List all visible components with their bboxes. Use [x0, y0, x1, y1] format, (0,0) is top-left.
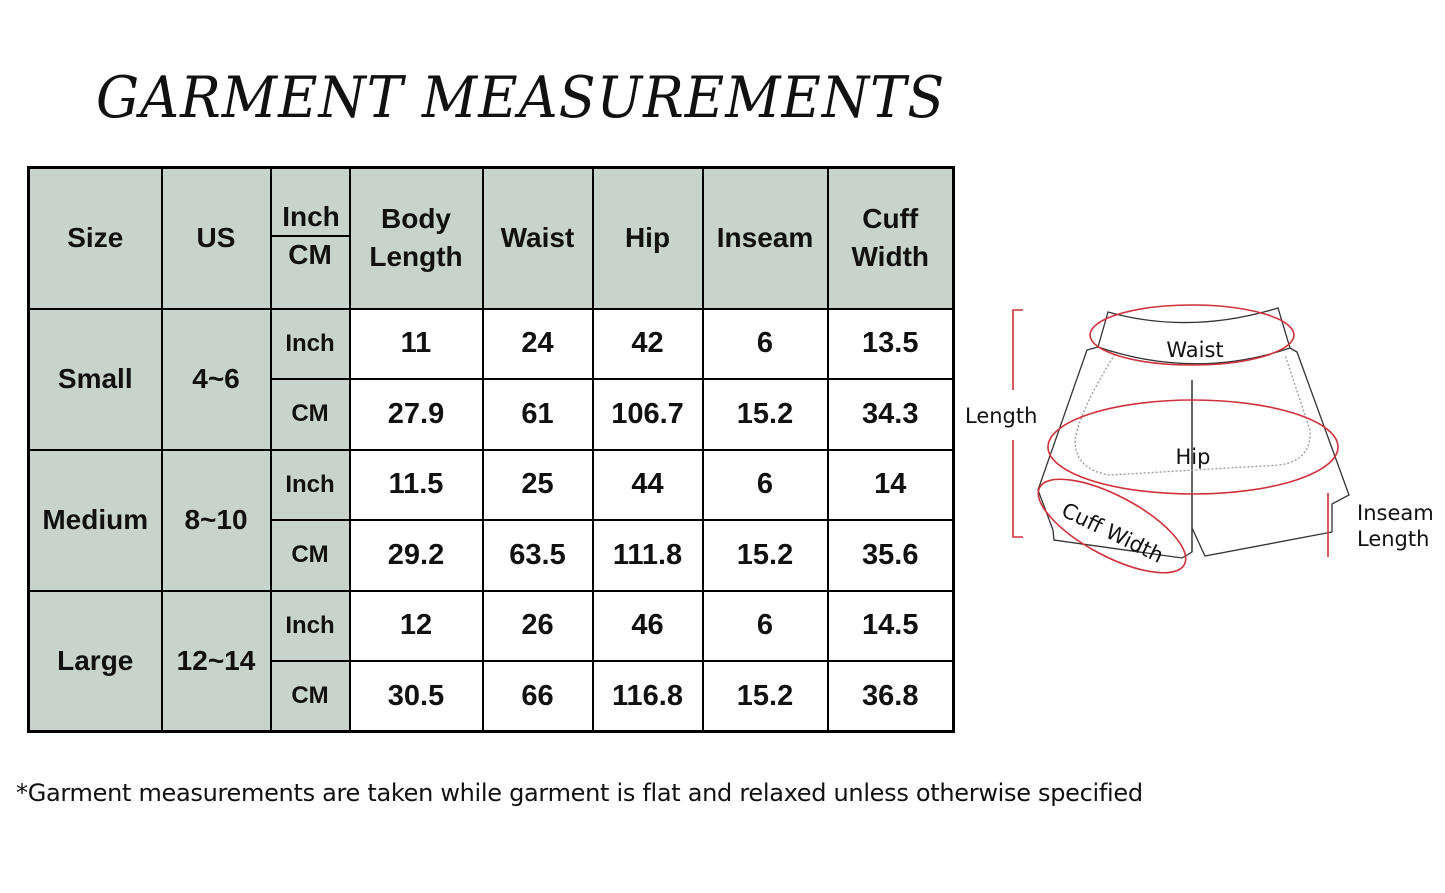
- measurement-cell: 29.2: [348, 519, 484, 592]
- measurement-cell: 35.6: [826, 519, 955, 592]
- measurement-cell: 26: [481, 589, 594, 662]
- measurement-cell: 63.5: [481, 519, 594, 592]
- measurement-cell: 12: [348, 589, 484, 662]
- table-row: CM 27.9 61 106.7 15.2 34.3: [29, 378, 955, 451]
- waist-label: Waist: [1166, 338, 1223, 362]
- measurement-cell: 15.2: [701, 660, 829, 733]
- measurement-cell: 6: [701, 448, 829, 521]
- unit-cell: CM: [269, 519, 351, 592]
- shorts-measurement-diagram: Waist Hip Length Cuff Width Inseam Lengt…: [965, 304, 1434, 574]
- inseam-label: Inseam: [1357, 501, 1434, 525]
- measurement-cell: 15.2: [701, 519, 829, 592]
- table-row: Large 12~14 Inch 12 26 46 6 14.5: [27, 589, 955, 733]
- measurement-cell: 34.3: [826, 378, 955, 451]
- us-size-cell: 12~14: [160, 589, 272, 733]
- unit-cell: CM: [269, 378, 351, 451]
- header-cuff-width-line1: Cuff: [862, 203, 919, 235]
- unit-cell: Inch: [269, 448, 351, 521]
- measurement-cell: 25: [481, 448, 594, 521]
- header-cuff-width-line2: Width: [851, 241, 930, 273]
- size-chart-table: Size US Inch CM Body Length Waist Hip In…: [27, 166, 955, 733]
- unit-cell: CM: [269, 660, 351, 733]
- header-unit-inch: Inch: [271, 199, 351, 237]
- measurement-cell: 27.9: [348, 378, 484, 451]
- measurement-cell: 61: [481, 378, 594, 451]
- header-unit-cm: CM: [288, 239, 332, 270]
- table-row: Small 4~6 Inch 11 24 42 6 13.5: [27, 307, 955, 451]
- table-row: CM 30.5 66 116.8 15.2 36.8: [29, 660, 955, 733]
- header-row: Size US Inch CM Body Length Waist Hip In…: [27, 166, 955, 310]
- measurement-cell: 6: [701, 307, 829, 380]
- header-waist: Waist: [481, 166, 594, 310]
- hip-ellipse: [1047, 399, 1339, 495]
- measurement-cell: 15.2: [701, 378, 829, 451]
- size-cell: Medium: [27, 448, 163, 592]
- hip-label: Hip: [1176, 445, 1211, 469]
- header-cuff-width: Cuff Width: [826, 166, 955, 310]
- measurement-cell: 6: [701, 589, 829, 662]
- measurement-cell: 42: [591, 307, 704, 380]
- waist-ellipse: [1089, 304, 1295, 366]
- length-bracket: [1012, 309, 1023, 538]
- unit-cell: Inch: [269, 307, 351, 380]
- measurement-cell: 11: [348, 307, 484, 380]
- size-cell: Small: [27, 307, 163, 451]
- measurement-cell: 66: [481, 660, 594, 733]
- measurement-cell: 116.8: [591, 660, 704, 733]
- measurement-cell: 11.5: [348, 448, 484, 521]
- measurement-highlights: [1012, 304, 1339, 574]
- header-body-length: Body Length: [348, 166, 484, 310]
- table-row: CM 29.2 63.5 111.8 15.2 35.6: [29, 519, 955, 592]
- size-cell: Large: [27, 589, 163, 733]
- length-label: Length: [965, 404, 1037, 428]
- measurement-cell: 44: [591, 448, 704, 521]
- header-body-length-line1: Body: [381, 203, 451, 235]
- measurement-cell: 24: [481, 307, 594, 380]
- measurement-cell: 106.7: [591, 378, 704, 451]
- header-hip: Hip: [591, 166, 704, 310]
- inseam-length-label: Length: [1357, 527, 1429, 551]
- header-size: Size: [27, 166, 163, 310]
- header-body-length-line2: Length: [369, 241, 463, 273]
- measurement-cell: 30.5: [348, 660, 484, 733]
- cuff-ellipse: [1037, 478, 1187, 574]
- measurement-cell: 111.8: [591, 519, 704, 592]
- header-us: US: [160, 166, 272, 310]
- measurement-cell: 14: [826, 448, 955, 521]
- us-size-cell: 4~6: [160, 307, 272, 451]
- shorts-outline: [1037, 307, 1350, 559]
- page-title: GARMENT MEASUREMENTS: [96, 64, 946, 131]
- us-size-cell: 8~10: [160, 448, 272, 592]
- cuff-width-label: Cuff Width: [1058, 498, 1168, 568]
- footnote: *Garment measurements are taken while ga…: [16, 779, 1143, 807]
- measurement-cell: 46: [591, 589, 704, 662]
- measurement-cell: 14.5: [826, 589, 955, 662]
- measurement-cell: 13.5: [826, 307, 955, 380]
- table-row: Medium 8~10 Inch 11.5 25 44 6 14: [27, 448, 955, 592]
- header-unit: Inch CM: [269, 166, 351, 310]
- header-inseam: Inseam: [701, 166, 829, 310]
- measurement-cell: 36.8: [826, 660, 955, 733]
- unit-cell: Inch: [269, 589, 351, 662]
